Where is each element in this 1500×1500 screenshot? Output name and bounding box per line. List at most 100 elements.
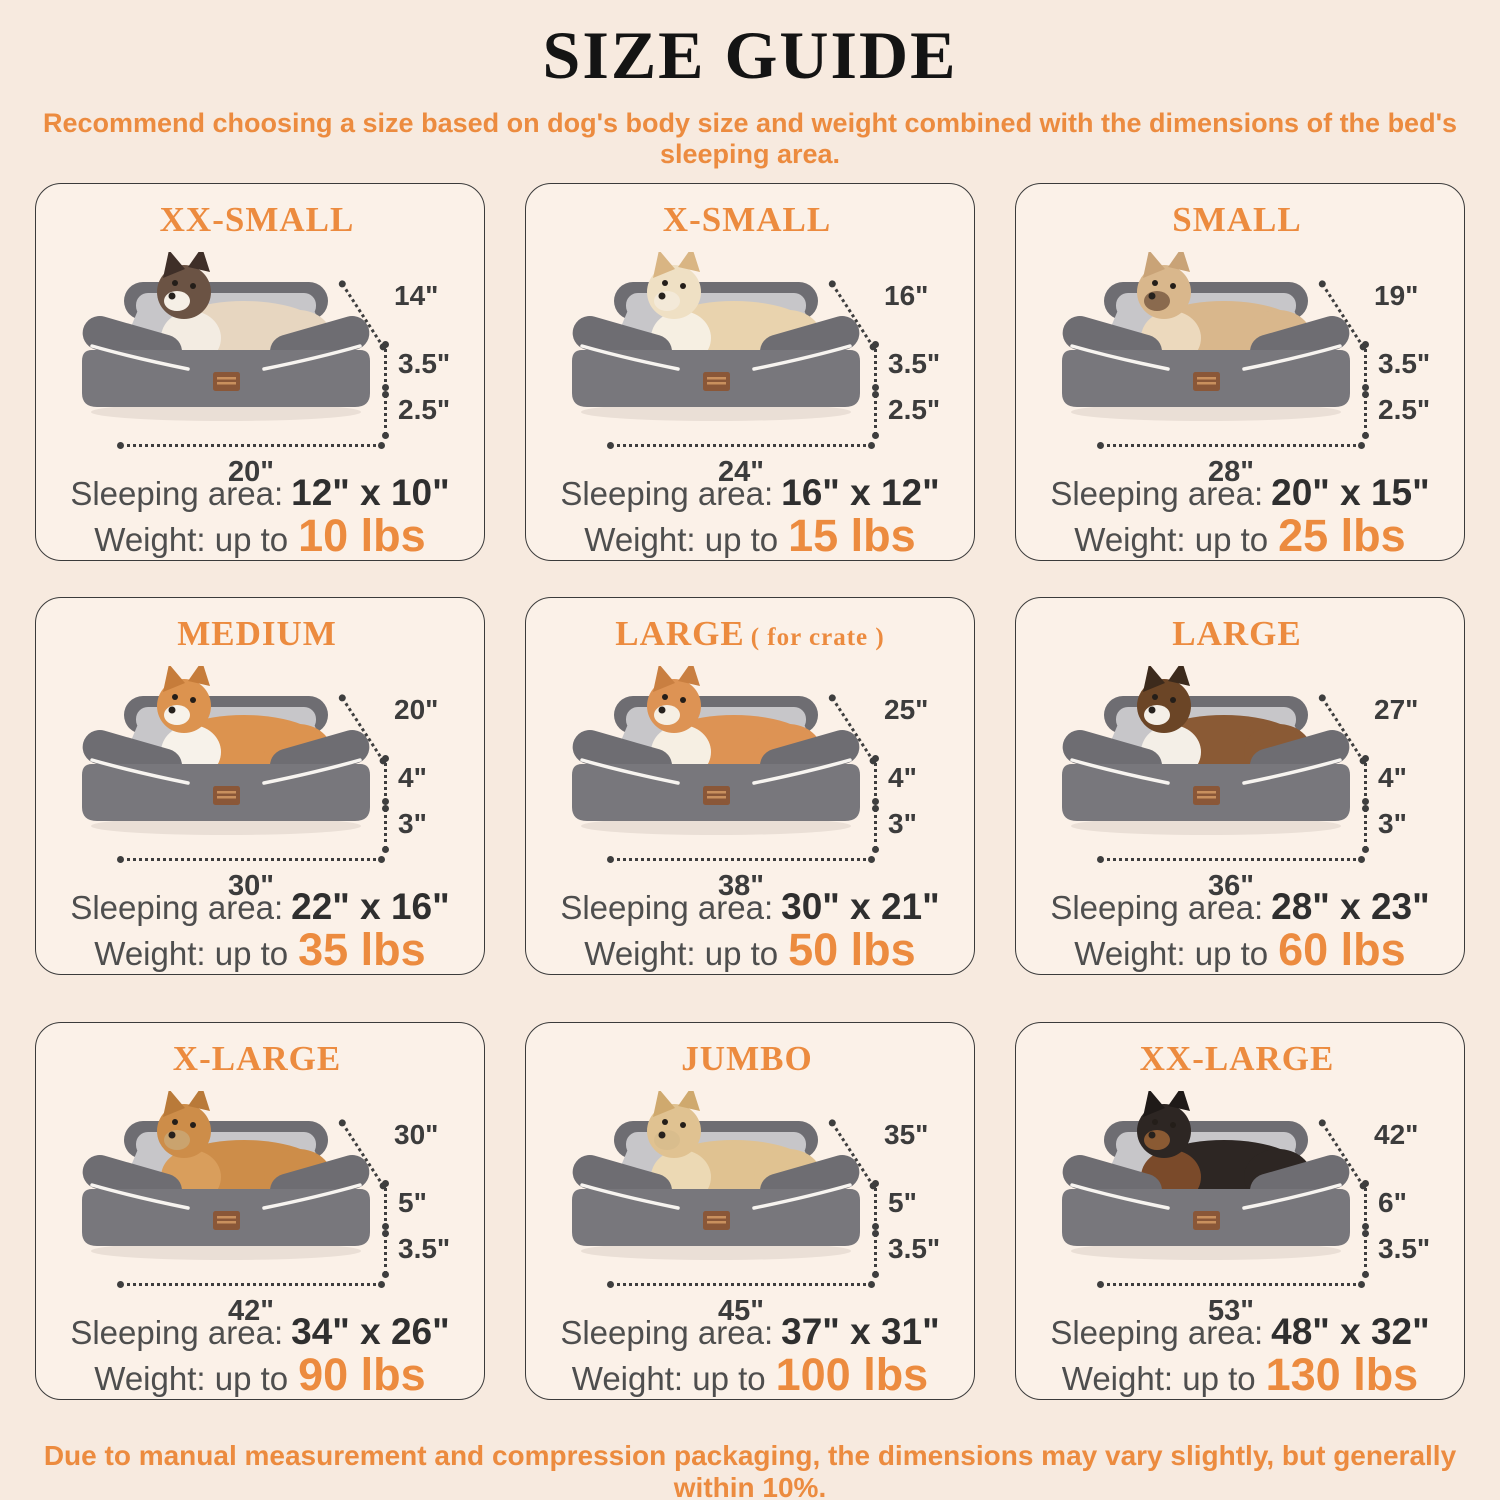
- weight-label: Weight: up to: [1074, 935, 1269, 972]
- bed-diagram: 20" 4" 3" 30": [36, 598, 484, 974]
- dimension-line-base: [382, 391, 389, 439]
- size-grid-row-1: XX-SMALL 14" 3.5" 2.5" 20" Sleeping area…: [35, 183, 1465, 561]
- sleeping-area-label: Sleeping area:: [560, 889, 774, 926]
- dim-width-label: 14": [394, 280, 439, 311]
- dimension-line-length: [1097, 1281, 1365, 1288]
- weight-line: Weight: up to 100 lbs: [526, 1349, 974, 1401]
- dimension-line-length: [117, 1281, 385, 1288]
- bed-diagram: 35" 5" 3.5" 45": [526, 1023, 974, 1399]
- weight-label: Weight: up to: [94, 1360, 289, 1397]
- sleeping-area-value: 16" x 12": [781, 472, 940, 513]
- size-title-suffix: ( for crate ): [750, 624, 885, 651]
- sleeping-area-label: Sleeping area:: [1050, 475, 1264, 512]
- dim-width-label: 16": [884, 280, 929, 311]
- golden-retriever-on-dog-bed-icon: [76, 1091, 376, 1266]
- weight-label: Weight: up to: [94, 521, 289, 558]
- dim-length-label: 45": [717, 1295, 764, 1327]
- sleeping-area-line: Sleeping area: 22" x 16": [36, 886, 484, 928]
- french-bulldog-on-dog-bed-icon: [1056, 252, 1356, 427]
- dimension-line-bolster: [1362, 341, 1369, 391]
- size-grid-row-3: X-LARGE 30" 5" 3.5" 42" Sleeping area: 34…: [35, 1022, 1465, 1400]
- sleeping-area-label: Sleeping area:: [560, 475, 774, 512]
- rottweiler-on-dog-bed-icon: [1056, 1091, 1356, 1266]
- labrador-on-dog-bed-icon: [566, 1091, 866, 1266]
- weight-value: 25 lbs: [1278, 510, 1406, 561]
- dimension-line-base: [1362, 391, 1369, 439]
- weight-value: 15 lbs: [788, 510, 916, 561]
- weight-label: Weight: up to: [1061, 1360, 1256, 1397]
- size-card-large-for-crate: LARGE( for crate ) 25" 4" 3" 38" Sleepin…: [525, 597, 975, 975]
- size-title-text: SMALL: [1172, 200, 1302, 239]
- dim-base-label: 3": [1378, 808, 1407, 839]
- dim-length-label: 36": [1207, 870, 1254, 902]
- dim-width-label: 20": [394, 694, 439, 725]
- size-title-text: MEDIUM: [177, 614, 337, 653]
- dim-bolster-label: 4": [398, 762, 427, 793]
- dim-length-label: 53": [1207, 1295, 1254, 1327]
- dim-width-label: 30": [394, 1119, 439, 1150]
- page-title: SIZE GUIDE: [542, 17, 958, 93]
- bed-diagram: 27" 4" 3" 36": [1016, 598, 1464, 974]
- bed-diagram: 19" 3.5" 2.5" 28": [1016, 184, 1464, 560]
- size-title: X-SMALL: [526, 200, 974, 240]
- dim-length-label: 30": [227, 870, 274, 902]
- size-title-text: LARGE: [615, 614, 745, 653]
- bed-diagram: 14" 3.5" 2.5" 20": [36, 184, 484, 560]
- size-card-medium: MEDIUM 20" 4" 3" 30" Sleeping area: 22" x…: [35, 597, 485, 975]
- dim-base-label: 2.5": [1378, 394, 1431, 425]
- dim-base-label: 3": [398, 808, 427, 839]
- sleeping-area-line: Sleeping area: 37" x 31": [526, 1311, 974, 1353]
- weight-line: Weight: up to 60 lbs: [1016, 924, 1464, 976]
- dim-width-label: 19": [1374, 280, 1419, 311]
- dim-length-label: 28": [1207, 456, 1254, 488]
- weight-value: 10 lbs: [298, 510, 426, 561]
- dim-length-label: 24": [717, 456, 764, 488]
- size-title-text: XX-LARGE: [1139, 1039, 1335, 1078]
- sleeping-area-label: Sleeping area:: [560, 1314, 774, 1351]
- dimension-line-length: [607, 442, 875, 449]
- weight-label: Weight: up to: [94, 935, 289, 972]
- dimension-line-bolster: [1362, 1180, 1369, 1230]
- size-card-xx-small: XX-SMALL 14" 3.5" 2.5" 20" Sleeping area…: [35, 183, 485, 561]
- size-card-xx-large: XX-LARGE 42" 6" 3.5" 53" Sleeping area: 4…: [1015, 1022, 1465, 1400]
- dimension-line-length: [1097, 442, 1365, 449]
- dim-bolster-label: 4": [1378, 762, 1407, 793]
- weight-line: Weight: up to 10 lbs: [36, 510, 484, 562]
- page-subtitle: Recommend choosing a size based on dog's…: [42, 108, 1458, 169]
- weight-value: 35 lbs: [298, 924, 426, 975]
- dim-base-label: 3.5": [1378, 1233, 1431, 1264]
- size-title: LARGE: [1016, 614, 1464, 654]
- size-grid-row-2: MEDIUM 20" 4" 3" 30" Sleeping area: 22" x…: [35, 597, 1465, 975]
- dim-bolster-label: 3.5": [398, 348, 451, 379]
- dimension-line-length: [117, 442, 385, 449]
- size-title-text: X-SMALL: [662, 200, 832, 239]
- dimension-line-bolster: [382, 755, 389, 805]
- sleeping-area-value: 28" x 23": [1271, 886, 1430, 927]
- weight-line: Weight: up to 130 lbs: [1016, 1349, 1464, 1401]
- weight-label: Weight: up to: [1074, 521, 1269, 558]
- cat-on-dog-bed-icon: [76, 252, 376, 427]
- dim-bolster-label: 5": [398, 1187, 427, 1218]
- sleeping-area-line: Sleeping area: 20" x 15": [1016, 472, 1464, 514]
- bed-diagram: 30" 5" 3.5" 42": [36, 1023, 484, 1399]
- weight-line: Weight: up to 90 lbs: [36, 1349, 484, 1401]
- dim-length-label: 20": [227, 456, 274, 488]
- size-card-jumbo: JUMBO 35" 5" 3.5" 45" Sleeping area: 37" …: [525, 1022, 975, 1400]
- size-title: JUMBO: [526, 1039, 974, 1079]
- sleeping-area-label: Sleeping area:: [70, 475, 284, 512]
- sleeping-area-label: Sleeping area:: [1050, 889, 1264, 926]
- size-card-x-small: X-SMALL 16" 3.5" 2.5" 24" Sleeping area:…: [525, 183, 975, 561]
- sleeping-area-value: 12" x 10": [291, 472, 450, 513]
- size-title-text: JUMBO: [681, 1039, 813, 1078]
- size-card-large: LARGE 27" 4" 3" 36" Sleeping area: 28" x …: [1015, 597, 1465, 975]
- dim-bolster-label: 3.5": [888, 348, 941, 379]
- size-title: SMALL: [1016, 200, 1464, 240]
- size-title-text: LARGE: [1172, 614, 1302, 653]
- dimension-line-base: [872, 1230, 879, 1278]
- sleeping-area-line: Sleeping area: 48" x 32": [1016, 1311, 1464, 1353]
- size-title: LARGE( for crate ): [526, 614, 974, 654]
- dim-width-label: 42": [1374, 1119, 1419, 1150]
- dimension-line-bolster: [1362, 755, 1369, 805]
- weight-value: 60 lbs: [1278, 924, 1406, 975]
- size-title: X-LARGE: [36, 1039, 484, 1079]
